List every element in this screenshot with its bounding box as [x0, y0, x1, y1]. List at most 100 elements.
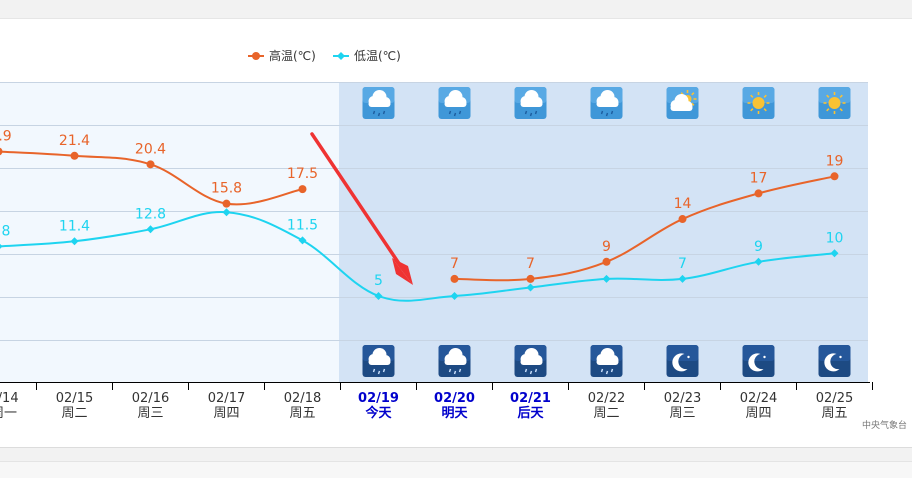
star: [839, 355, 842, 359]
weekday-label: 周五: [821, 406, 847, 421]
clear-night-icon: [742, 345, 775, 377]
low-temp-point: [450, 292, 459, 300]
weekday-label: 周五: [289, 406, 315, 421]
rain-drop: [610, 110, 614, 115]
low-temp-point: [678, 274, 687, 283]
rain-drop: [453, 370, 457, 375]
sun-ray: [763, 94, 767, 98]
rain-drop: [529, 370, 533, 375]
light-rain-icon: [514, 87, 547, 119]
annotation-arrow: [310, 132, 413, 285]
weekday-label: 周三: [669, 406, 695, 421]
rain-drop: [529, 112, 533, 117]
sun-ray: [763, 108, 767, 112]
high-temp-label: 20.4: [135, 141, 166, 157]
high-temp-label: 17: [750, 170, 768, 186]
low-temp-line: [0, 211, 835, 302]
cloud-base: [444, 101, 467, 107]
date-label: 02/20: [434, 391, 475, 406]
sun-ray: [691, 102, 695, 106]
low-temp-point: [830, 249, 839, 258]
rain-drop: [372, 110, 376, 115]
moon-crescent: [672, 353, 688, 372]
sun-disc: [752, 97, 765, 109]
sun-ray: [839, 108, 843, 112]
weekday-label: 明天: [441, 406, 468, 421]
legend: 高温(℃) 低温(℃): [248, 48, 401, 63]
low-temp-label: 10: [826, 230, 844, 246]
light-rain-night-icon: [362, 345, 395, 377]
rain-drop: [458, 110, 462, 115]
sun-ray: [839, 94, 843, 98]
high-temp-label: 7: [450, 256, 459, 272]
high-temp-line: [454, 175, 835, 282]
cloud-base: [520, 359, 543, 365]
date-label: 02/25: [816, 391, 853, 406]
rain-drop: [458, 368, 462, 373]
low-temp-label: 5: [374, 273, 383, 289]
high-temp-label: 15.8: [211, 181, 242, 197]
rain-drop: [534, 368, 538, 373]
low-temp-label: 12.8: [135, 206, 166, 222]
cloud-base: [596, 101, 619, 107]
low-temp-label: 9: [754, 239, 763, 255]
rain-drop: [605, 370, 609, 375]
low-temp-point: [754, 257, 763, 266]
light-rain-night-icon: [438, 345, 471, 377]
cloud-base: [670, 105, 693, 111]
rain-drop: [448, 368, 452, 373]
low-temp-label: 11.5: [287, 217, 318, 233]
rain-drop: [600, 368, 604, 373]
high-temp-label: 7: [526, 256, 535, 272]
legend-label: 高温(℃): [269, 48, 316, 63]
rain-drop: [377, 112, 381, 117]
high-temp-point: [70, 151, 79, 160]
low-temp-point: [0, 243, 3, 249]
arrow-head: [392, 258, 413, 285]
sunny-icon: [818, 87, 851, 119]
low-temp-label: 11.4: [59, 218, 90, 234]
date-label: 02/21: [510, 391, 551, 406]
high-temp-point: [678, 215, 687, 224]
low-temp-point: [526, 283, 535, 292]
high-temp-label: .9: [0, 129, 12, 145]
low-temp-point: [298, 236, 307, 245]
date-label: 02/22: [588, 391, 625, 406]
overcast-rain-icon: [590, 87, 623, 119]
moon-crescent: [824, 353, 840, 372]
high-temp-label: 19: [826, 153, 844, 169]
date-label: 2/14: [0, 391, 19, 406]
high-temp-point: [450, 274, 459, 283]
sun-ray: [750, 94, 754, 98]
rain-drop: [372, 368, 376, 373]
weekday-label: 周四: [745, 406, 771, 421]
high-temp-label: 14: [674, 196, 692, 212]
weekday-label: 后天: [517, 405, 544, 421]
date-label: 02/16: [132, 391, 169, 406]
weekday-label: 周三: [137, 406, 163, 421]
sunny-icon: [742, 87, 775, 119]
icon-tile-highlight: [818, 345, 851, 361]
sun-disc: [828, 97, 841, 109]
high-temp-point: [222, 199, 231, 208]
rain-drop: [524, 110, 528, 115]
partly-cloudy-icon: [666, 87, 699, 119]
footer-strip: [0, 461, 912, 478]
high-temp-point: [146, 160, 155, 169]
low-temp-label: 8: [2, 223, 11, 239]
rain-drop: [524, 368, 528, 373]
light-rain-icon: [438, 87, 471, 119]
icon-tile-highlight: [742, 345, 775, 361]
low-temp-point: [602, 274, 611, 283]
legend-label: 低温(℃): [354, 49, 401, 63]
weekday-label: 周二: [593, 406, 619, 421]
rain-drop: [448, 110, 452, 115]
overcast-rain-night-icon: [590, 345, 623, 377]
rain-drop: [377, 370, 381, 375]
rain-drop: [534, 110, 538, 115]
sun-ray: [826, 108, 830, 112]
low-temp-point: [70, 237, 79, 246]
sun-ray: [750, 108, 754, 112]
